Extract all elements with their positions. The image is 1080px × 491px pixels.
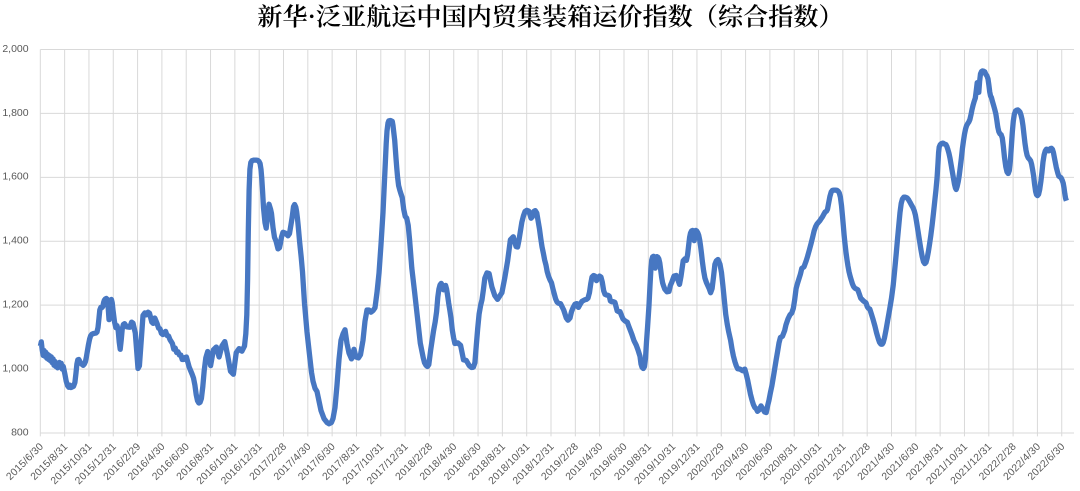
svg-text:2,000: 2,000 <box>2 43 28 55</box>
svg-text:1,800: 1,800 <box>2 107 28 119</box>
svg-text:1,600: 1,600 <box>2 171 28 183</box>
svg-text:1,200: 1,200 <box>2 299 28 311</box>
svg-text:1,000: 1,000 <box>2 363 28 375</box>
svg-text:800: 800 <box>11 426 29 438</box>
svg-text:1,400: 1,400 <box>2 235 28 247</box>
